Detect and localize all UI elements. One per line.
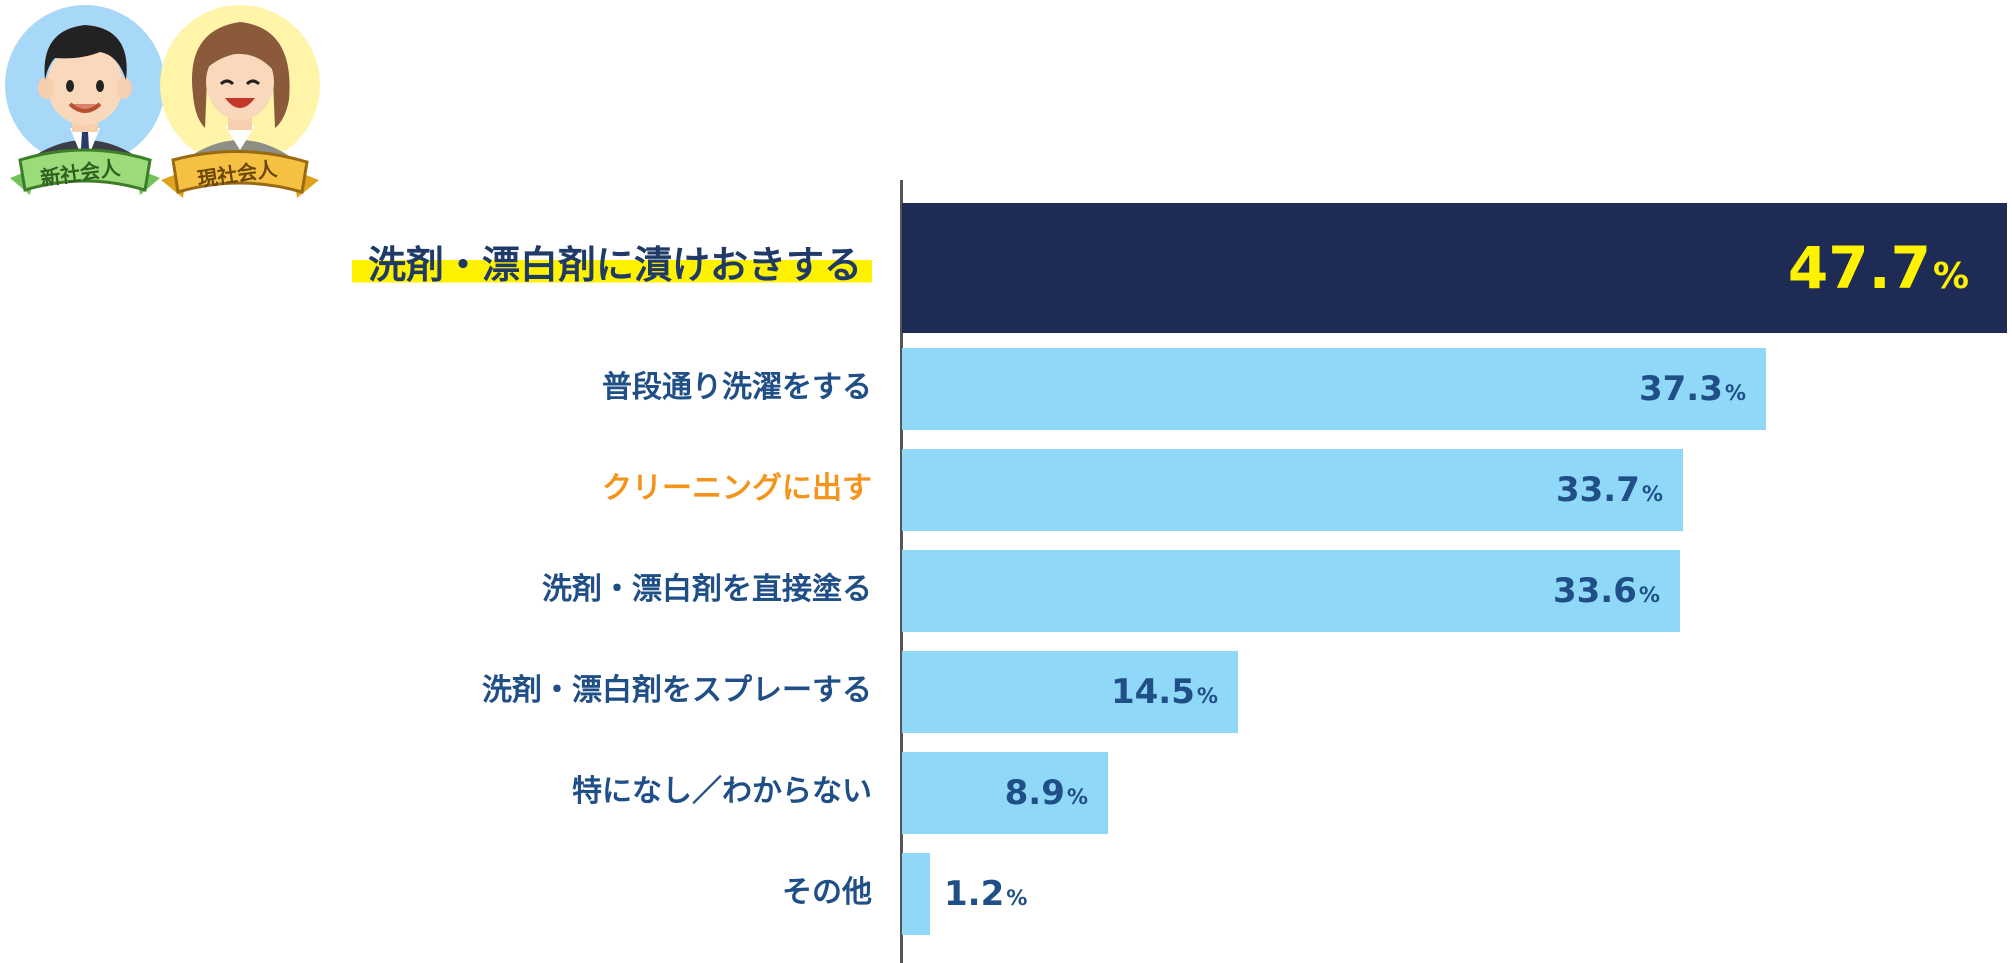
value-label-4: 14.5%	[1110, 672, 1218, 712]
avatar-current-employee: 現社会人	[155, 0, 325, 215]
y-axis-line	[900, 180, 903, 963]
bar-2	[902, 449, 1683, 531]
bar-4	[902, 651, 1238, 733]
category-label-0: 洗剤・漂白剤に漬けおきする	[351, 244, 872, 286]
value-label-0: 47.7%	[1787, 234, 1969, 302]
value-label-2: 33.7%	[1555, 470, 1663, 510]
value-label-6: 1.2%	[944, 874, 1028, 914]
category-label-3: 洗剤・漂白剤を直接塗る	[542, 572, 872, 607]
value-label-1: 37.3%	[1638, 369, 1746, 409]
category-label-2: クリーニングに出す	[602, 471, 872, 506]
category-label-6: その他	[782, 875, 872, 910]
bar-5	[902, 752, 1108, 834]
category-label-5: 特になし／わからない	[572, 774, 872, 809]
category-label-4: 洗剤・漂白剤をスプレーする	[482, 673, 872, 708]
bar-6	[902, 853, 930, 935]
category-label-1: 普段通り洗濯をする	[602, 370, 872, 405]
value-label-3: 33.6%	[1552, 571, 1660, 611]
bar-3	[902, 550, 1680, 632]
value-label-5: 8.9%	[1004, 773, 1088, 813]
avatar-new-employee: 新社会人	[0, 0, 170, 215]
bar-0	[902, 203, 2007, 333]
bar-1	[902, 348, 1766, 430]
